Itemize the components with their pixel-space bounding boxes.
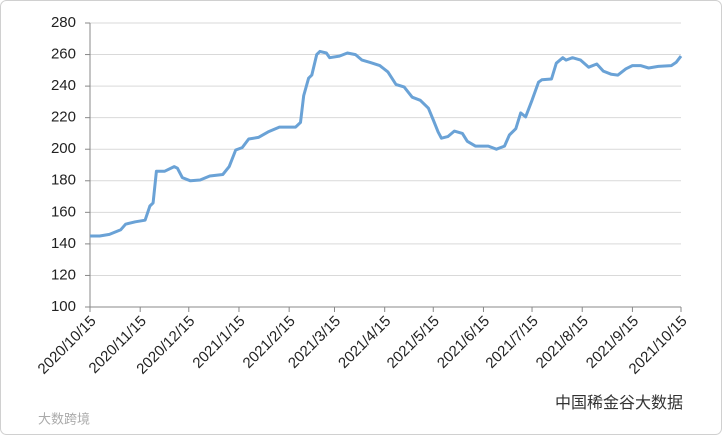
y-tick-label: 220: [51, 109, 76, 126]
line: [90, 49, 683, 238]
y-tick-label: 120: [51, 266, 76, 283]
y-tick-label: 200: [51, 140, 76, 157]
y-tick-label: 260: [51, 46, 76, 63]
y-tick-label: 140: [51, 235, 76, 252]
y-tick-label: 240: [51, 77, 76, 94]
y-tick-label: 280: [51, 14, 76, 31]
y-tick-label: 100: [51, 298, 76, 315]
watermark: 大数跨境: [38, 411, 90, 426]
y-tick-label: 180: [51, 172, 76, 189]
y-tick-label: 160: [51, 203, 76, 220]
watermark: 中国稀金谷大数据: [555, 394, 683, 412]
